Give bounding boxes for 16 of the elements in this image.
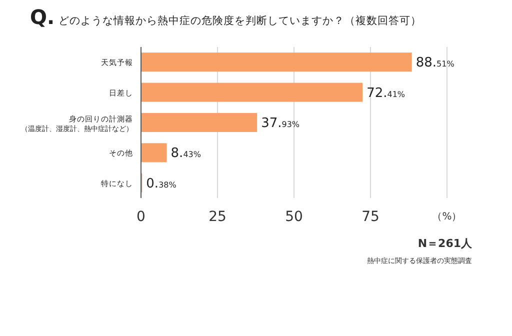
data-label: 8.43% <box>170 146 202 162</box>
text: N＝261人 <box>418 237 473 250</box>
bar <box>141 52 412 72</box>
x-tick-label: 50 <box>285 209 303 225</box>
bar <box>141 82 363 102</box>
data-label: 0.38% <box>146 176 177 192</box>
x-tick-label: 75 <box>362 209 380 225</box>
chart-title: Q. どのような情報から熱中症の危険度を判断していますか？（複数回答可） <box>30 5 422 29</box>
x-tick-label: 0 <box>136 209 146 225</box>
bar <box>141 143 167 162</box>
x-tick-label: 25 <box>208 209 226 225</box>
x-tick-label: （%） <box>432 212 462 222</box>
data-label: 72.41% <box>366 86 406 101</box>
data-label: 37.93% <box>261 116 300 131</box>
data-label: 88.51% <box>416 56 455 71</box>
bar <box>141 112 258 132</box>
